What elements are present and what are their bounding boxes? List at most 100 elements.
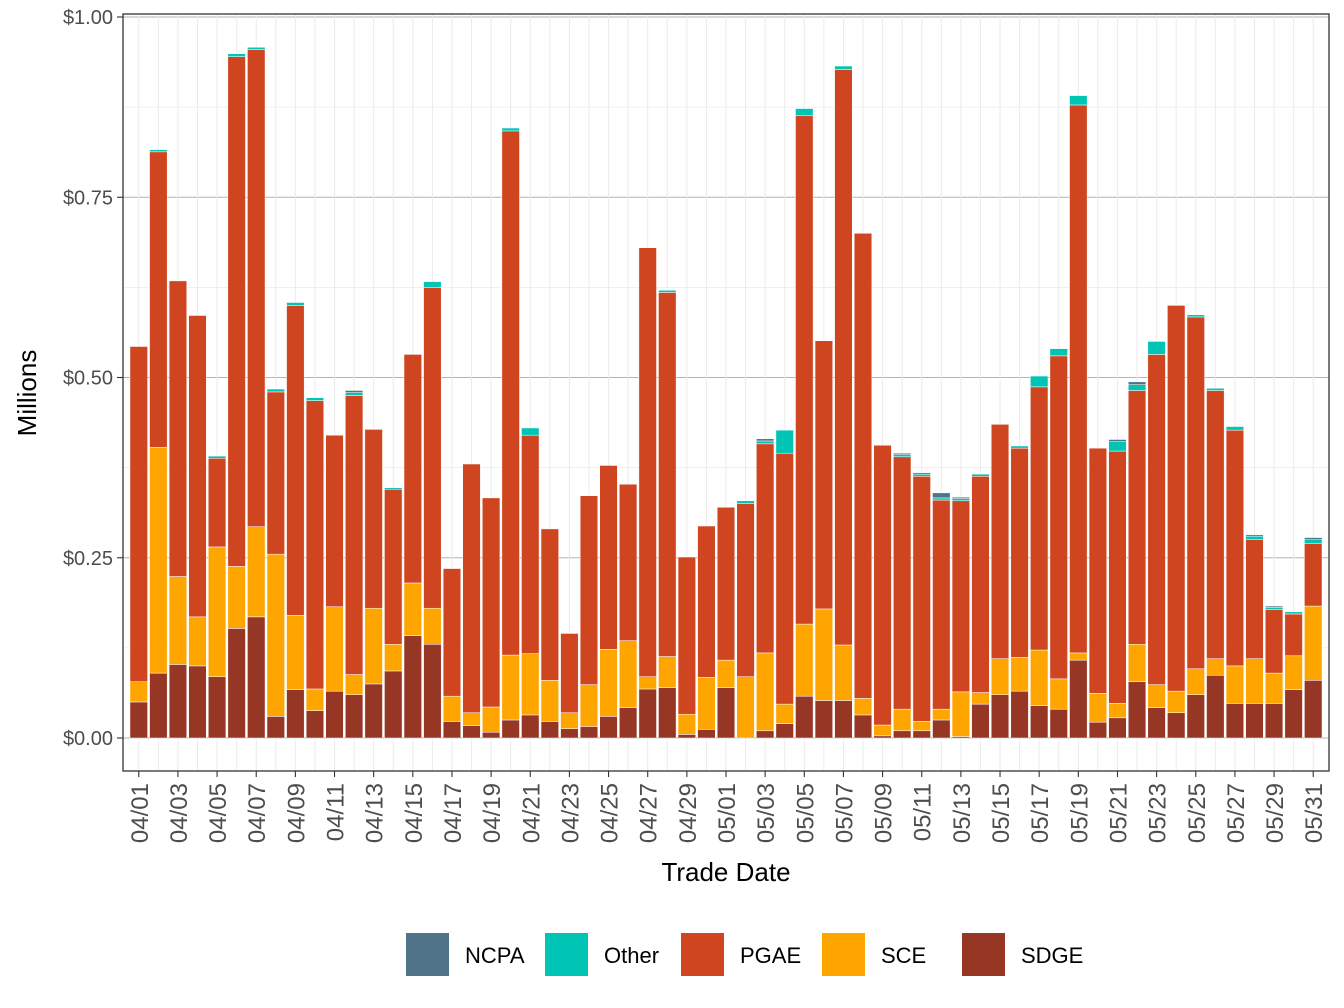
x-tick-label: 05/11 [910,783,937,841]
bar-segment-other [384,487,403,490]
bar-segment-pgae [658,292,677,657]
bar-segment-sce [501,654,520,721]
x-tick-label: 05/27 [1223,783,1250,843]
bar-segment-pgae [951,500,970,693]
bar-segment-sdge [345,694,364,739]
bar-segment-sdge [1088,721,1107,739]
bar-segment-sce [149,447,168,674]
y-tick-label: $1.00 [63,7,113,29]
bar-segment-sdge [1069,659,1088,739]
bar-segment-ncpa [756,438,775,442]
bar-segment-sce [442,695,462,722]
bar-segment-sce [1225,665,1244,704]
bar-segment-pgae [1108,450,1127,704]
bar-segment-sdge [932,719,951,739]
bar-segment-other [1284,611,1303,615]
bar-segment-other [1265,607,1284,610]
x-tick-label: 05/05 [792,783,819,843]
bar-segment-pgae [1265,609,1284,674]
x-tick-label: 04/23 [557,783,584,843]
bar-segment-pgae [1284,613,1303,657]
bar-segment-sdge [990,694,1010,739]
x-tick-label: 05/03 [753,783,780,843]
bar-segment-sce [208,546,227,677]
bar-segment-sce [619,640,638,708]
legend: NCPA Other PGAE SCE SDGE [406,933,1083,976]
bar-segment-sce [1049,678,1068,710]
bar-segment-sdge [1206,675,1225,739]
bar-segment-sce [462,712,481,726]
x-tick-label: 05/15 [988,783,1015,843]
x-tick-label: 05/19 [1066,783,1093,843]
x-tick-label: 04/05 [205,783,232,843]
bar-segment-sdge [423,644,442,739]
bar-segment-sce [853,698,873,716]
bar-segment-sdge [1010,690,1029,739]
bar-segment-other [1069,95,1088,106]
x-tick-label: 05/13 [949,783,976,843]
bar-segment-pgae [638,247,657,677]
x-tick-label: 04/13 [362,783,389,843]
bar-segment-sce [1030,649,1049,706]
bar-segment-other [521,427,540,436]
bar-segment-other [1186,314,1205,318]
bar-segment-pgae [325,434,344,608]
bar-segment-sce [560,712,579,729]
bar-segment-pgae [1010,447,1029,658]
bar-segment-other [227,53,246,57]
y-axis-title: Millions [12,350,42,437]
bar-segment-ncpa [932,492,951,499]
bar-segment-sce [1284,655,1303,690]
bar-segment-other [266,388,285,393]
bar-segment-ncpa [1245,534,1264,537]
bar-segment-other [1127,384,1147,391]
bar-segment-sce [1088,693,1107,723]
bar-segment-pgae [286,305,305,616]
bar-segment-sdge [227,628,246,739]
x-tick-label: 05/07 [831,783,858,843]
bar-segment-sce [266,553,285,717]
bar-segment-other [247,47,266,50]
bar-segment-sce [384,644,403,672]
bar-segment-pgae [619,483,638,641]
legend-label-ncpa: NCPA [465,943,525,968]
bar-segment-pgae [1069,104,1088,654]
bar-segment-pgae [1245,539,1264,659]
y-tick-label: $0.00 [63,728,113,750]
bar-segment-sce [1245,658,1264,704]
bar-segment-pgae [736,503,755,677]
bar-segment-pgae [188,315,207,618]
bar-segment-sdge [501,719,520,739]
bar-segment-pgae [560,633,579,714]
bar-segment-sdge [1304,680,1323,739]
bar-segment-other [1049,348,1068,357]
bar-segment-other [658,290,677,293]
bar-segment-sdge [1265,703,1284,739]
x-tick-label: 04/07 [244,783,271,843]
x-axis: 04/01 04/03 04/05 04/07 04/09 04/11 04/13 04/15… [127,771,1328,843]
x-tick-label: 05/09 [871,783,898,843]
bar-segment-sce [873,724,892,737]
bar-segment-sce [716,659,736,688]
bar-segment-ncpa [912,472,931,475]
bar-segment-sdge [814,700,833,739]
bar-segment-sce [540,680,559,722]
bar-segment-pgae [893,456,912,710]
bar-segment-sce [677,713,696,735]
legend-swatch-other [545,933,588,976]
bar-segment-pgae [501,130,520,656]
bar-segment-sce [325,606,344,692]
bar-segment-pgae [305,400,325,690]
bar-segment-sdge [168,664,187,739]
bar-segment-sdge [579,726,599,739]
x-tick-label: 04/25 [597,783,624,843]
bar-segment-other [932,497,951,501]
bar-segment-pgae [521,434,540,654]
bar-segment-other [951,498,970,502]
bar-segment-sce [1265,672,1284,704]
bar-segment-sce [482,706,501,733]
legend-label-sdge: SDGE [1021,943,1083,968]
legend-swatch-sce [822,933,865,976]
bar-segment-other [834,65,853,70]
bar-segment-other [893,454,912,458]
